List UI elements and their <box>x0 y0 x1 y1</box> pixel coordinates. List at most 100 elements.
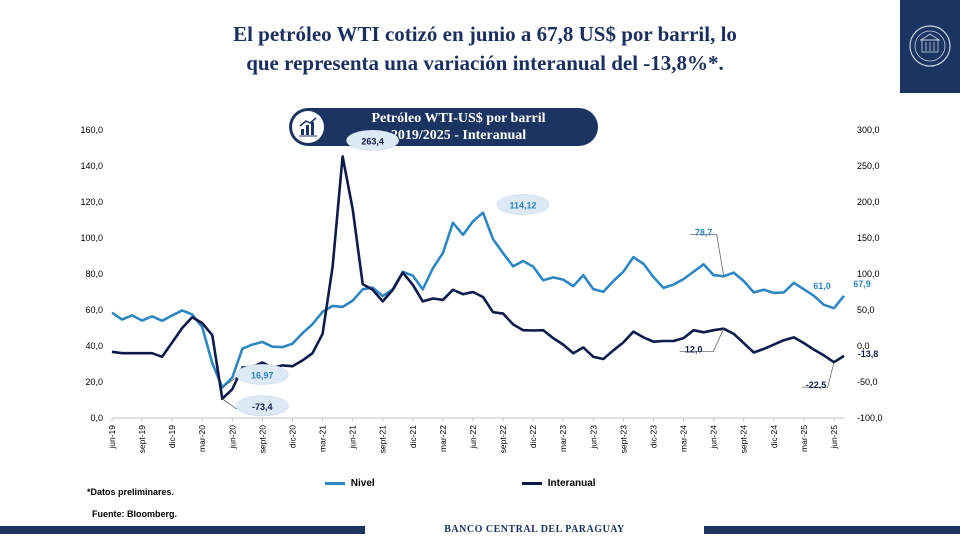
data-point <box>422 289 423 290</box>
x-tick-label: sept-21 <box>378 425 388 454</box>
data-point <box>152 353 153 354</box>
data-point <box>543 330 544 331</box>
data-point <box>342 156 343 157</box>
data-point <box>372 289 373 290</box>
data-point <box>713 275 714 276</box>
data-point <box>573 353 574 354</box>
data-point <box>132 353 133 354</box>
data-point <box>362 284 363 285</box>
y-right-tick-label: 250,0 <box>857 161 880 171</box>
chart-annotations: 16,97 114,12 78,7 61,0 67,9 263,4 -73,4 12,0 -22… <box>222 130 878 417</box>
bar-chart-icon <box>292 111 324 143</box>
data-point <box>132 315 133 316</box>
data-point <box>653 341 654 342</box>
data-point <box>162 356 163 357</box>
data-point <box>793 282 794 283</box>
data-point <box>202 327 203 328</box>
x-tick-label: mar-23 <box>558 425 568 452</box>
annotation-label: -22,5 <box>806 380 827 390</box>
annotation-label: 78,7 <box>695 227 713 237</box>
annotation-bubble <box>346 130 399 151</box>
chart-series <box>111 155 846 401</box>
data-point <box>382 301 383 302</box>
x-tick-label: mar-20 <box>197 425 207 452</box>
data-point <box>262 362 263 363</box>
data-point <box>593 289 594 290</box>
data-point <box>563 279 564 280</box>
annotation-label: -73,4 <box>252 402 273 412</box>
data-point <box>282 347 283 348</box>
data-point <box>412 275 413 276</box>
data-point <box>472 221 473 222</box>
y-right-tick-label: 100,0 <box>857 269 880 279</box>
headline-line-1: El petróleo WTI cotizó en junio a 67,8 U… <box>233 22 737 46</box>
data-point <box>162 320 163 321</box>
data-point <box>332 266 333 267</box>
data-point <box>523 330 524 331</box>
data-point <box>322 333 323 334</box>
x-tick-label: sept-23 <box>618 425 628 454</box>
data-point <box>733 333 734 334</box>
data-point <box>753 292 754 293</box>
legend-item-nivel: Nivel <box>325 478 375 489</box>
data-point <box>673 284 674 285</box>
data-point <box>302 360 303 361</box>
data-point <box>232 389 233 390</box>
data-point <box>252 344 253 345</box>
data-point <box>262 341 263 342</box>
data-point <box>462 234 463 235</box>
data-point <box>633 257 634 258</box>
data-point <box>282 365 283 366</box>
y-right-tick-label: 200,0 <box>857 197 880 207</box>
data-point <box>392 289 393 290</box>
x-tick-label: jun-22 <box>468 425 478 450</box>
data-point <box>432 298 433 299</box>
data-point <box>111 312 112 313</box>
chart-title-line-1: Petróleo WTI-US$ por barril <box>371 111 546 126</box>
legend-swatch-interanual <box>522 481 542 485</box>
data-point <box>152 316 153 317</box>
data-point <box>242 348 243 349</box>
annotation-label: 16,97 <box>251 370 274 380</box>
data-point <box>272 346 273 347</box>
series-line-interanual <box>111 155 845 401</box>
footer-bar-right <box>704 526 960 534</box>
annotation-label: 67,9 <box>853 279 871 289</box>
data-point <box>472 291 473 292</box>
data-point <box>492 239 493 240</box>
data-point <box>192 314 193 315</box>
data-point <box>803 289 804 290</box>
x-tick-label: mar-24 <box>679 425 689 452</box>
data-point <box>292 366 293 367</box>
data-point <box>643 263 644 264</box>
annotation-leader <box>689 233 725 277</box>
annotation-leader <box>802 362 835 388</box>
x-tick-label: sept-20 <box>257 425 267 454</box>
data-point <box>492 312 493 313</box>
footer-text: BANCO CENTRAL DEL PARAGUAY <box>444 524 625 535</box>
data-point <box>833 308 834 309</box>
data-point <box>202 322 203 323</box>
data-point <box>633 331 634 332</box>
data-point <box>342 306 343 307</box>
y-left-tick-label: 60,0 <box>85 305 103 315</box>
data-point <box>352 209 353 210</box>
data-point <box>212 363 213 364</box>
y-right-tick-label: 0,0 <box>857 341 870 351</box>
data-point <box>793 337 794 338</box>
data-point <box>332 305 333 306</box>
data-point <box>683 338 684 339</box>
data-point <box>442 253 443 254</box>
data-point <box>523 260 524 261</box>
data-point <box>603 291 604 292</box>
y-left-tick-label: 40,0 <box>85 341 103 351</box>
y-left-tick-label: 80,0 <box>85 269 103 279</box>
data-point <box>292 343 293 344</box>
x-tick-label: dic-24 <box>769 425 779 448</box>
legend-label-nivel: Nivel <box>350 478 375 489</box>
data-point <box>382 295 383 296</box>
data-point <box>533 330 534 331</box>
data-point <box>302 333 303 334</box>
data-point <box>442 299 443 300</box>
x-tick-label: sept-22 <box>498 425 508 454</box>
